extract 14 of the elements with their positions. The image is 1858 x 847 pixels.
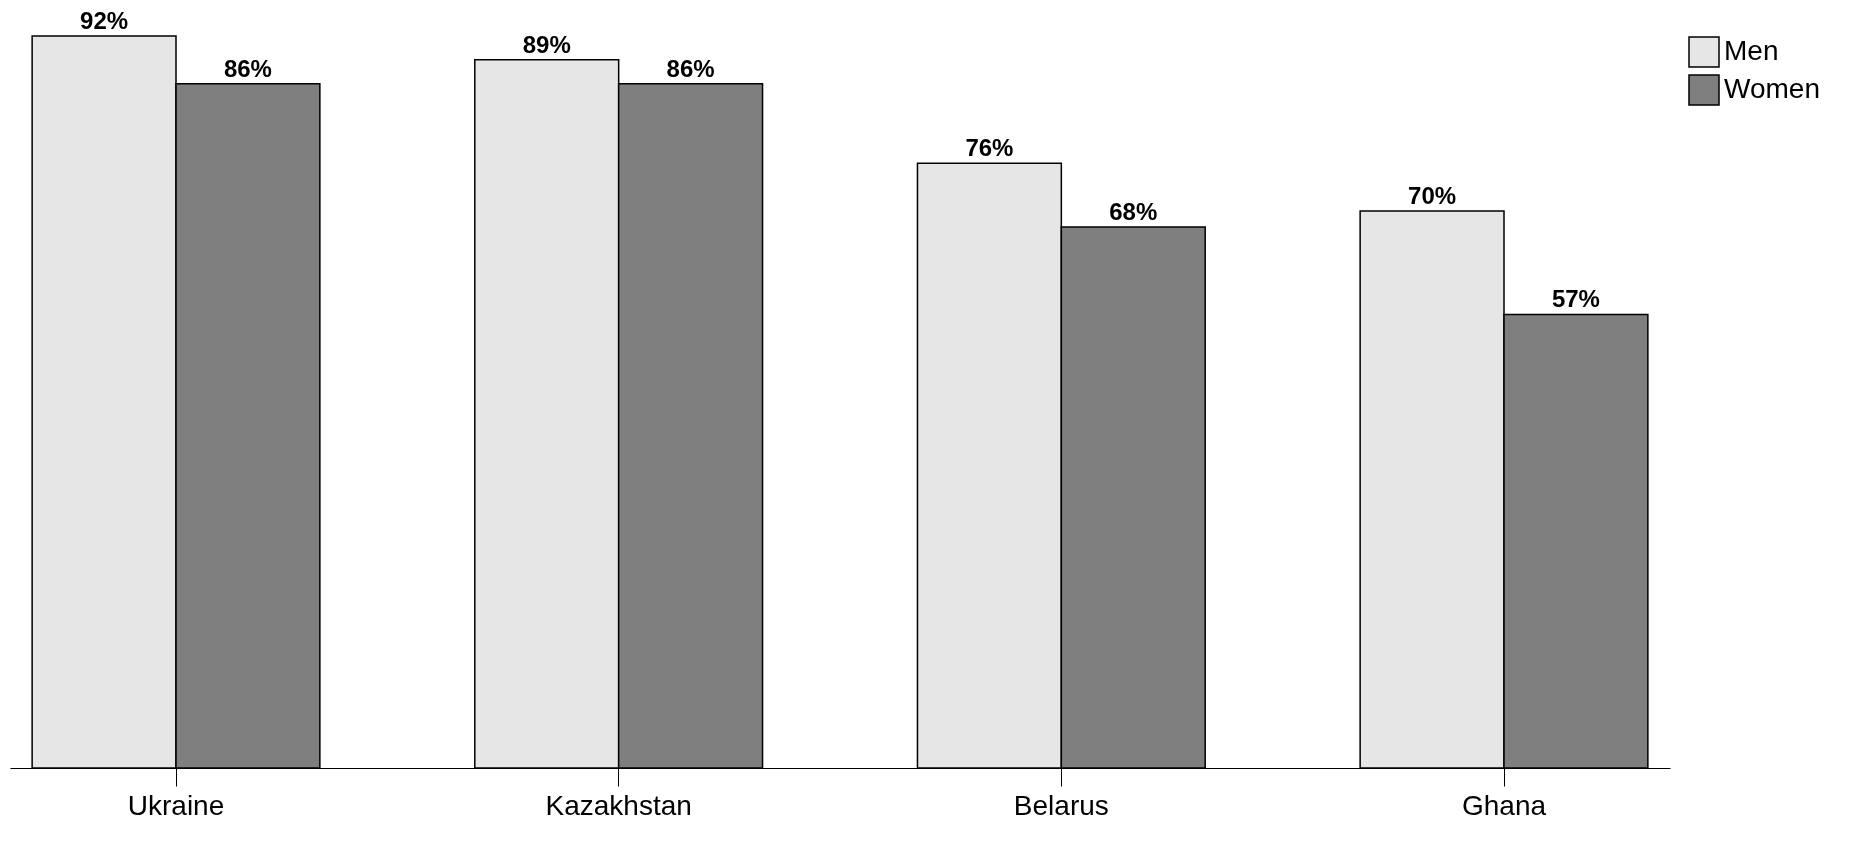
x-tick-label: Kazakhstan [545,789,692,821]
data-label: 89% [522,30,571,58]
x-tick-label: Ukraine [127,789,225,821]
x-tick-label: Ghana [1461,789,1547,821]
data-label: 57% [1551,285,1600,313]
data-label: 68% [1109,197,1158,225]
legend-label: Men [1724,35,1779,66]
data-label: 86% [223,54,272,82]
x-tick-label: Belarus [1013,789,1109,821]
data-label: 76% [965,134,1014,162]
legend-label: Women [1724,73,1820,104]
data-label: 70% [1408,182,1457,210]
data-label: 86% [666,54,715,82]
data-label: 92% [80,7,129,34]
